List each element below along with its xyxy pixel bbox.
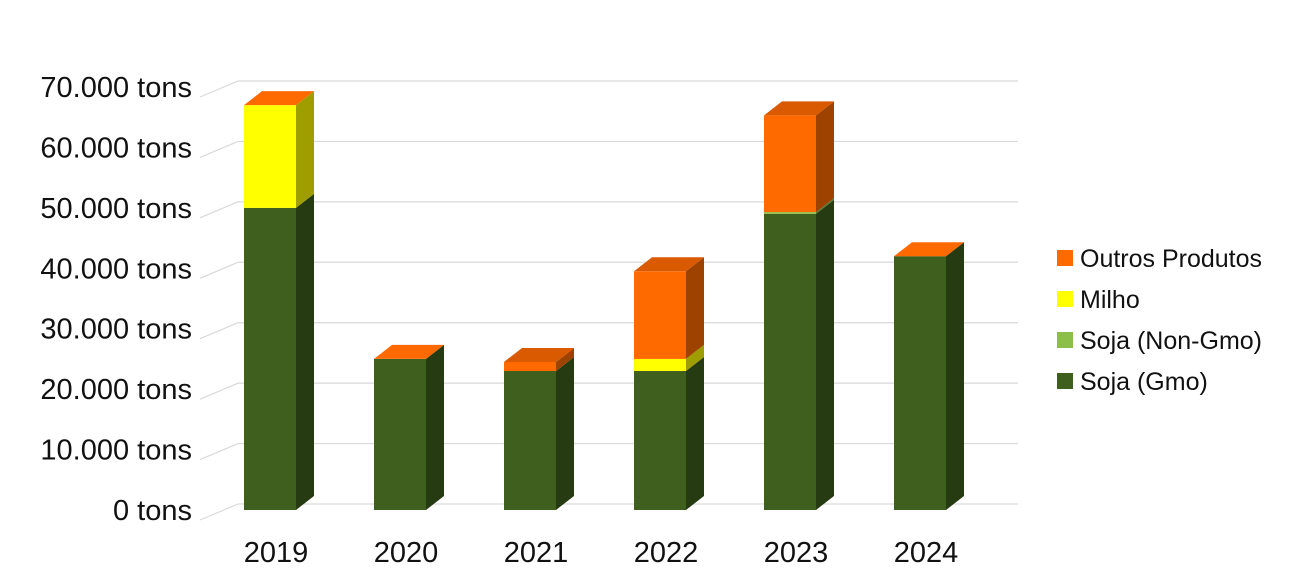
gridline-diagonal bbox=[199, 382, 239, 400]
y-axis-ticks: 0 tons 10.000 tons 20.000 tons 30.000 tons 4… bbox=[40, 72, 192, 527]
gridline-diagonal bbox=[199, 443, 239, 461]
legend-label-outros-produtos: Outros Produtos bbox=[1080, 245, 1262, 273]
x-tick-label: 2024 bbox=[894, 537, 959, 569]
bar-side-outros-produtos-2022 bbox=[686, 257, 704, 359]
bar-soja-gmo-2020 bbox=[374, 358, 426, 510]
bar-outros-produtos-2021 bbox=[504, 361, 556, 372]
bar-top-2021 bbox=[504, 347, 574, 362]
x-tick-label: 2020 bbox=[374, 537, 439, 569]
legend-swatch-milho bbox=[1057, 291, 1073, 307]
bar-side-soja-gmo-2021 bbox=[556, 357, 574, 510]
bar-outros-produtos-2023 bbox=[764, 115, 816, 213]
legend-swatch-soja-gmo bbox=[1057, 373, 1073, 389]
legend: Outros Produtos Milho Soja (Non-Gmo) Soja (… bbox=[1057, 245, 1262, 396]
gridline-diagonal bbox=[199, 80, 239, 98]
bar-side-soja-gmo-2022 bbox=[686, 357, 704, 510]
y-tick-label: 30.000 tons bbox=[40, 314, 192, 346]
gridline-diagonal bbox=[199, 503, 239, 521]
bar-side-outros-produtos-2021 bbox=[556, 347, 574, 372]
bar-soja-gmo-2022 bbox=[634, 371, 686, 510]
bar-side-milho-2022 bbox=[686, 344, 704, 372]
gridline-diagonal bbox=[199, 201, 239, 219]
x-tick-label: 2021 bbox=[504, 537, 569, 569]
bars bbox=[244, 91, 964, 510]
y-tick-label: 10.000 tons bbox=[40, 435, 192, 467]
bar-top-2019 bbox=[244, 91, 314, 106]
bar-soja-non-gmo-2023 bbox=[764, 212, 816, 214]
y-tick-label: 20.000 tons bbox=[40, 374, 192, 406]
bar-side-outros-produtos-2023 bbox=[816, 101, 834, 213]
y-tick-label: 40.000 tons bbox=[40, 253, 192, 285]
legend-label-soja-non-gmo: Soja (Non-Gmo) bbox=[1080, 327, 1262, 355]
x-tick-label: 2019 bbox=[244, 537, 309, 569]
y-tick-label: 60.000 tons bbox=[40, 132, 192, 164]
y-tick-label: 70.000 tons bbox=[40, 72, 192, 104]
bar-side-soja-gmo-2024 bbox=[946, 242, 964, 510]
y-tick-label: 0 tons bbox=[113, 495, 192, 527]
bar-milho-2022 bbox=[634, 358, 686, 372]
x-tick-label: 2022 bbox=[634, 537, 699, 569]
gridlines bbox=[199, 80, 1018, 521]
y-tick-label: 50.000 tons bbox=[40, 193, 192, 225]
gridline-diagonal bbox=[199, 140, 239, 158]
bar-soja-gmo-2024 bbox=[894, 256, 946, 510]
x-axis-ticks: 2019 2020 2021 2022 2023 2024 bbox=[244, 537, 959, 569]
bar-side-milho-2019 bbox=[296, 91, 314, 208]
bar-top-2020 bbox=[374, 344, 444, 359]
legend-swatch-outros-produtos bbox=[1057, 250, 1073, 266]
legend-label-soja-gmo: Soja (Gmo) bbox=[1080, 368, 1208, 396]
bar-outros-produtos-2022 bbox=[634, 271, 686, 359]
x-tick-label: 2023 bbox=[764, 537, 829, 569]
bar-top-2022 bbox=[634, 257, 704, 272]
bar-soja-gmo-2021 bbox=[504, 371, 556, 510]
bar-side-soja-gmo-2019 bbox=[296, 193, 314, 510]
legend-label-milho: Milho bbox=[1080, 286, 1140, 314]
bar-milho-2019 bbox=[244, 105, 296, 208]
gridline-diagonal bbox=[199, 322, 239, 340]
bar-side-soja-gmo-2020 bbox=[426, 344, 444, 510]
bar-top-2023 bbox=[764, 101, 834, 116]
bar-side-soja-gmo-2023 bbox=[816, 199, 834, 510]
gridline-diagonal bbox=[199, 261, 239, 279]
bar-side-soja-non-gmo-2023 bbox=[816, 198, 834, 214]
bar-soja-gmo-2023 bbox=[764, 213, 816, 510]
legend-swatch-soja-non-gmo bbox=[1057, 332, 1073, 348]
bar-top-2024 bbox=[894, 242, 964, 257]
bar-soja-gmo-2019 bbox=[244, 207, 296, 510]
